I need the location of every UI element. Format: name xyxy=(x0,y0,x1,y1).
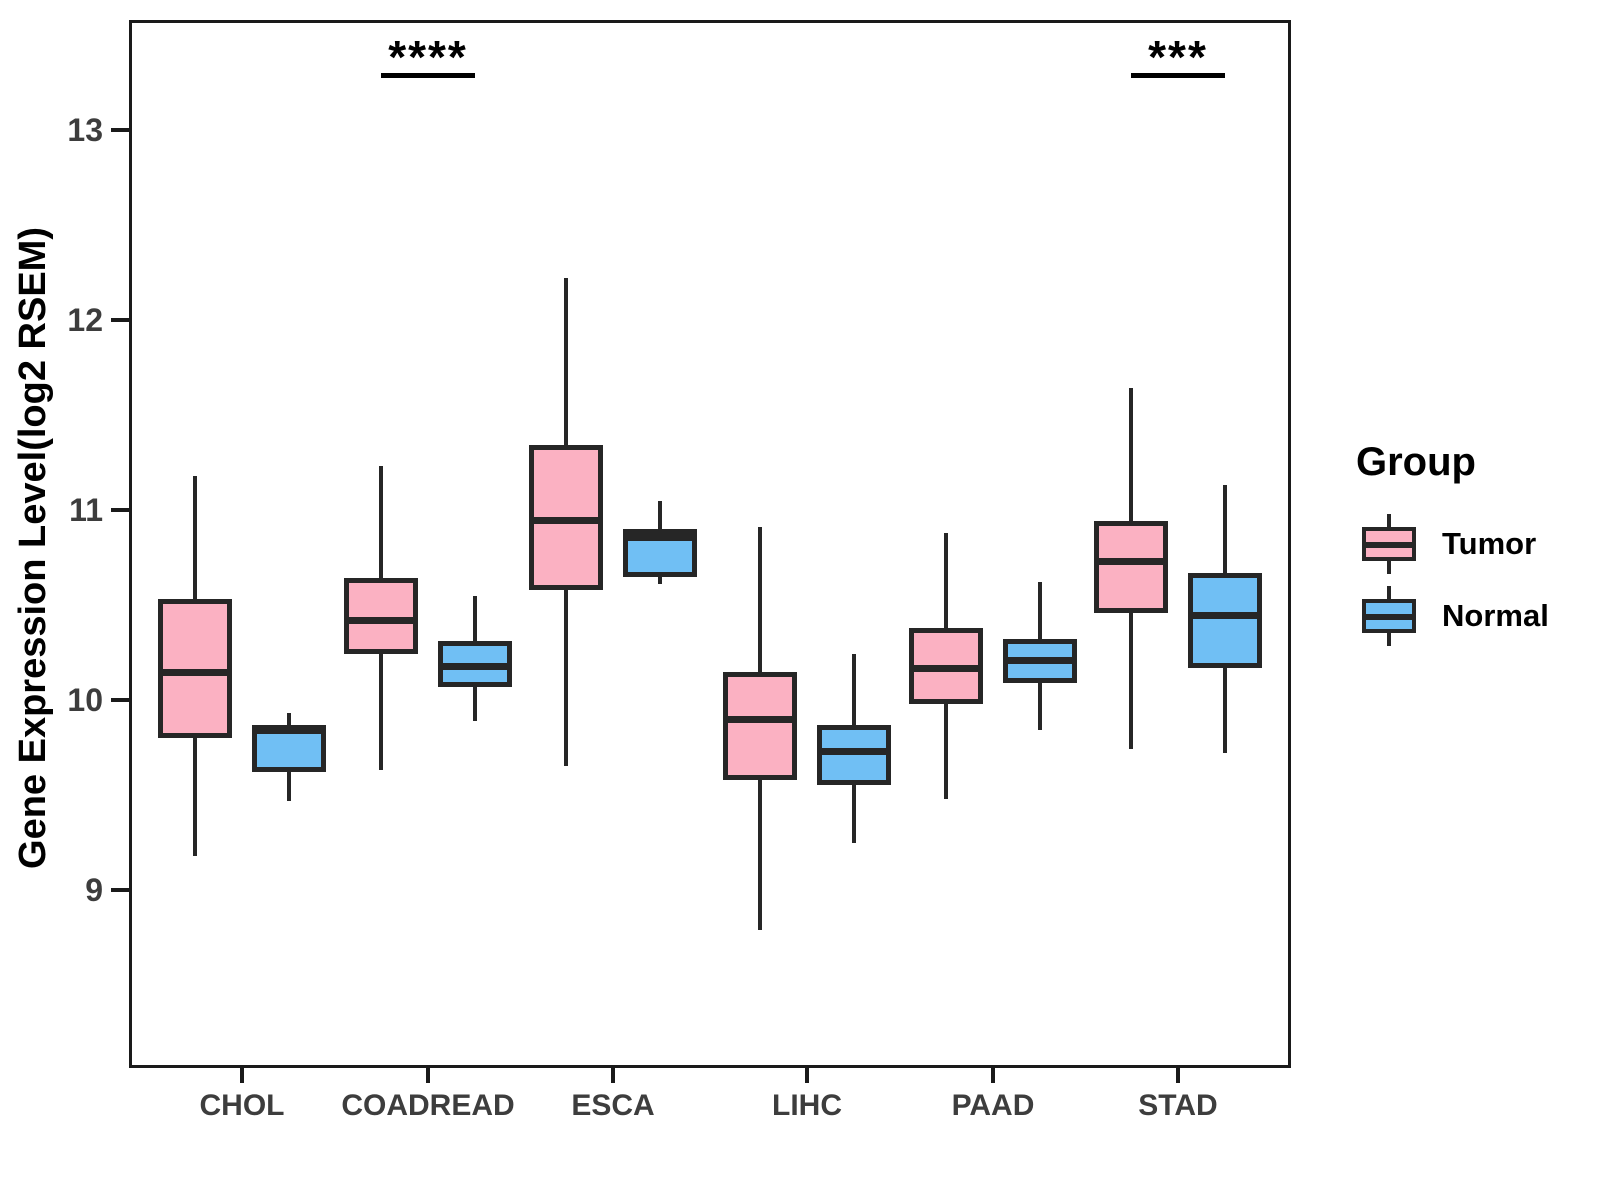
x-axis-tick-label: LIHC xyxy=(772,1089,842,1122)
y-axis-tick-label: 13 xyxy=(67,112,103,148)
y-axis-tick xyxy=(111,508,129,512)
median-line xyxy=(529,516,603,524)
upper-whisker xyxy=(1038,582,1042,642)
upper-whisker xyxy=(193,475,197,602)
lower-whisker xyxy=(287,770,291,801)
lower-whisker xyxy=(564,587,568,767)
upper-whisker xyxy=(758,527,762,674)
upper-whisker xyxy=(1223,485,1227,575)
normal-boxplot-key-icon xyxy=(1362,586,1416,646)
median-line xyxy=(909,664,983,672)
median-line xyxy=(817,748,891,756)
lower-whisker xyxy=(852,783,856,843)
legend-title: Group xyxy=(1356,440,1476,484)
median-line xyxy=(438,662,512,670)
significance-bar xyxy=(1131,73,1225,78)
median-line xyxy=(344,617,418,625)
median-line xyxy=(158,668,232,676)
y-axis-tick xyxy=(111,318,129,322)
x-axis-tick xyxy=(1176,1068,1180,1083)
legend-label-tumor: Tumor xyxy=(1442,526,1537,561)
x-axis-tick xyxy=(991,1068,995,1083)
x-axis-tick xyxy=(805,1068,809,1083)
box-tumor-LIHC xyxy=(723,671,797,780)
upper-whisker xyxy=(564,278,568,448)
y-axis-title: Gene Expression Level(log2 RSEM) xyxy=(12,227,54,869)
legend: Group Tumor Normal xyxy=(1322,440,1592,657)
upper-whisker xyxy=(658,500,662,531)
y-axis-tick-label: 10 xyxy=(67,682,103,718)
box-tumor-STAD xyxy=(1094,521,1168,613)
y-axis-tick xyxy=(111,128,129,132)
x-axis-tick xyxy=(611,1068,615,1083)
lower-whisker xyxy=(1223,665,1227,754)
x-axis-tick xyxy=(426,1068,430,1083)
lower-whisker xyxy=(193,736,197,856)
legend-item-tumor: Tumor xyxy=(1362,513,1592,575)
upper-whisker xyxy=(1129,388,1133,524)
significance-stars: *** xyxy=(1148,31,1208,83)
lower-whisker xyxy=(473,684,477,721)
median-line xyxy=(1094,558,1168,566)
lower-whisker xyxy=(658,574,662,585)
lower-whisker xyxy=(1129,610,1133,750)
upper-whisker xyxy=(379,466,383,581)
x-axis-tick xyxy=(240,1068,244,1083)
median-line xyxy=(252,727,326,735)
x-axis-tick-label: PAAD xyxy=(951,1089,1035,1122)
legend-label-normal: Normal xyxy=(1442,598,1549,633)
lower-whisker xyxy=(379,652,383,771)
median-line xyxy=(1003,657,1077,665)
median-line xyxy=(623,533,697,541)
y-axis-tick-label: 9 xyxy=(85,872,103,908)
significance-stars: **** xyxy=(388,31,468,83)
x-axis-tick-label: ESCA xyxy=(571,1089,655,1122)
upper-whisker xyxy=(473,595,477,644)
legend-item-normal: Normal xyxy=(1362,585,1592,647)
tumor-boxplot-key-icon xyxy=(1362,514,1416,574)
median-line xyxy=(723,716,797,723)
y-axis-tick-label: 11 xyxy=(69,492,103,528)
lower-whisker xyxy=(1038,680,1042,731)
median-line xyxy=(1188,611,1262,619)
y-axis-tick xyxy=(111,698,129,702)
y-axis-tick xyxy=(111,888,129,892)
x-axis-tick-label: CHOL xyxy=(199,1089,285,1122)
box-tumor-COADREAD xyxy=(344,578,418,655)
box-normal-STAD xyxy=(1188,572,1262,668)
upper-whisker xyxy=(852,654,856,727)
lower-whisker xyxy=(758,777,762,930)
x-axis-tick-label: STAD xyxy=(1138,1089,1218,1122)
upper-whisker xyxy=(287,713,291,727)
significance-bar xyxy=(381,73,475,78)
x-axis-tick-label: COADREAD xyxy=(341,1089,515,1122)
y-axis-tick-label: 12 xyxy=(67,302,103,338)
upper-whisker xyxy=(944,532,948,630)
lower-whisker xyxy=(944,701,948,799)
